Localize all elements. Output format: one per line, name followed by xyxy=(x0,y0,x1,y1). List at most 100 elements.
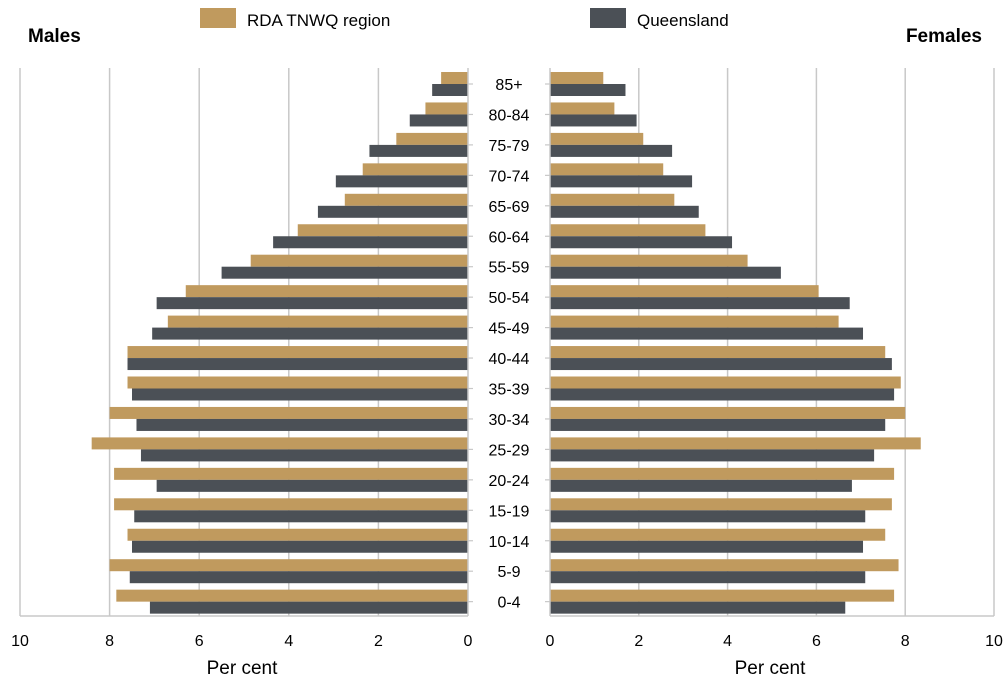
bar-females-rda-tnwq-region-30-34 xyxy=(550,406,906,419)
bar-males-queensland-75-79 xyxy=(369,144,468,157)
bar-males-rda-tnwq-region-35-39 xyxy=(127,376,469,389)
bar-females-queensland-10-14 xyxy=(550,540,864,553)
bar-males-queensland-65-69 xyxy=(317,205,468,218)
bar-females-rda-tnwq-region-10-14 xyxy=(550,528,886,541)
bar-females-queensland-55-59 xyxy=(550,266,781,279)
bar-females-rda-tnwq-region-75-79 xyxy=(550,132,644,145)
left-x-axis-title: Per cent xyxy=(207,658,278,679)
bar-females-queensland-20-24 xyxy=(550,479,852,492)
bar-males-rda-tnwq-region-10-14 xyxy=(127,528,469,541)
age-label-45-49: 45-49 xyxy=(489,321,530,338)
age-label-80-84: 80-84 xyxy=(489,107,530,124)
bar-males-rda-tnwq-region-0-4 xyxy=(116,589,468,602)
bar-females-rda-tnwq-region-15-19 xyxy=(550,498,892,511)
bar-females-queensland-30-34 xyxy=(550,418,886,431)
bar-females-rda-tnwq-region-60-64 xyxy=(550,224,706,237)
age-label-40-44: 40-44 xyxy=(489,351,530,368)
bar-males-queensland-55-59 xyxy=(221,266,468,279)
age-label-30-34: 30-34 xyxy=(489,412,530,429)
tick-label-right-2: 2 xyxy=(634,633,643,650)
bar-females-rda-tnwq-region-55-59 xyxy=(550,254,748,267)
bar-females-queensland-75-79 xyxy=(550,144,673,157)
age-label-70-74: 70-74 xyxy=(489,168,530,185)
bar-females-queensland-15-19 xyxy=(550,510,866,523)
bar-males-rda-tnwq-region-5-9 xyxy=(109,559,468,572)
bar-males-queensland-30-34 xyxy=(136,418,469,431)
bar-males-rda-tnwq-region-40-44 xyxy=(127,346,469,359)
bar-females-rda-tnwq-region-80-84 xyxy=(550,102,615,115)
bar-males-queensland-25-29 xyxy=(140,449,468,462)
bar-females-queensland-5-9 xyxy=(550,571,866,584)
bar-females-rda-tnwq-region-0-4 xyxy=(550,589,895,602)
bar-males-queensland-10-14 xyxy=(132,540,468,553)
bar-females-rda-tnwq-region-45-49 xyxy=(550,315,839,328)
age-label-5-9: 5-9 xyxy=(497,564,520,581)
bar-males-queensland-15-19 xyxy=(134,510,469,523)
bar-males-rda-tnwq-region-20-24 xyxy=(114,467,468,480)
tick-label-left-6: 6 xyxy=(195,633,204,650)
bar-females-queensland-40-44 xyxy=(550,358,892,371)
age-label-0-4: 0-4 xyxy=(497,595,520,612)
tick-label-left-8: 8 xyxy=(105,633,114,650)
bar-males-queensland-0-4 xyxy=(149,601,469,614)
bar-males-rda-tnwq-region-85plus xyxy=(441,72,468,84)
bar-females-queensland-35-39 xyxy=(550,388,895,401)
age-label-75-79: 75-79 xyxy=(489,138,530,155)
bar-males-queensland-85plus xyxy=(432,84,468,96)
age-label-55-59: 55-59 xyxy=(489,260,530,277)
bar-females-rda-tnwq-region-65-69 xyxy=(550,193,675,206)
bar-males-queensland-50-54 xyxy=(156,297,468,310)
age-label-25-29: 25-29 xyxy=(489,442,530,459)
bar-males-rda-tnwq-region-45-49 xyxy=(167,315,468,328)
bar-males-queensland-60-64 xyxy=(273,236,468,249)
right-x-axis-title: Per cent xyxy=(735,658,806,679)
bar-males-queensland-45-49 xyxy=(152,327,468,340)
bar-males-rda-tnwq-region-70-74 xyxy=(362,163,468,176)
tick-label-left-2: 2 xyxy=(374,633,383,650)
bar-males-rda-tnwq-region-30-34 xyxy=(109,406,468,419)
bar-males-queensland-80-84 xyxy=(409,114,468,127)
bar-males-queensland-40-44 xyxy=(127,358,469,371)
bar-males-rda-tnwq-region-65-69 xyxy=(344,193,468,206)
bar-males-queensland-70-74 xyxy=(335,175,468,188)
bar-males-queensland-5-9 xyxy=(129,571,468,584)
age-label-35-39: 35-39 xyxy=(489,382,530,399)
tick-label-right-6: 6 xyxy=(812,633,821,650)
males-title: Males xyxy=(28,26,81,47)
bar-females-rda-tnwq-region-70-74 xyxy=(550,163,664,176)
tick-label-right-8: 8 xyxy=(901,633,910,650)
bar-males-queensland-35-39 xyxy=(132,388,468,401)
bar-females-queensland-85plus xyxy=(550,84,626,96)
bar-males-rda-tnwq-region-60-64 xyxy=(297,224,468,237)
bar-females-queensland-80-84 xyxy=(550,114,637,127)
bar-males-queensland-20-24 xyxy=(156,479,468,492)
axes: 0 0 2 2 4 4 6 6 8 8 10 10 85+ 80-84 75-79 70-74 65-69 60-… xyxy=(11,68,1003,650)
bar-males-rda-tnwq-region-50-54 xyxy=(185,285,468,298)
age-label-85plus: 85+ xyxy=(495,77,522,94)
bar-females-queensland-0-4 xyxy=(550,601,846,614)
age-label-50-54: 50-54 xyxy=(489,290,530,307)
legend-label-rda-tnwq: RDA TNWQ region xyxy=(247,11,390,30)
tick-label-left-4: 4 xyxy=(284,633,293,650)
tick-label-right-4: 4 xyxy=(723,633,732,650)
tick-label-right-10: 10 xyxy=(985,633,1003,650)
females-title: Females xyxy=(906,26,982,47)
age-label-60-64: 60-64 xyxy=(489,229,530,246)
bar-females-queensland-50-54 xyxy=(550,297,850,310)
bar-females-rda-tnwq-region-85plus xyxy=(550,72,604,84)
bar-males-rda-tnwq-region-80-84 xyxy=(425,102,468,115)
bar-females-rda-tnwq-region-20-24 xyxy=(550,467,895,480)
age-label-20-24: 20-24 xyxy=(489,473,530,490)
bar-females-queensland-45-49 xyxy=(550,327,864,340)
bar-females-queensland-65-69 xyxy=(550,205,699,218)
bar-females-queensland-25-29 xyxy=(550,449,875,462)
bar-females-queensland-60-64 xyxy=(550,236,733,249)
bar-females-rda-tnwq-region-5-9 xyxy=(550,559,899,572)
tick-label-left-10: 10 xyxy=(11,633,29,650)
bar-males-rda-tnwq-region-15-19 xyxy=(114,498,468,511)
gridlines xyxy=(19,68,995,616)
bar-males-rda-tnwq-region-25-29 xyxy=(91,437,469,450)
bar-females-rda-tnwq-region-25-29 xyxy=(550,437,921,450)
bar-males-rda-tnwq-region-75-79 xyxy=(396,132,468,145)
